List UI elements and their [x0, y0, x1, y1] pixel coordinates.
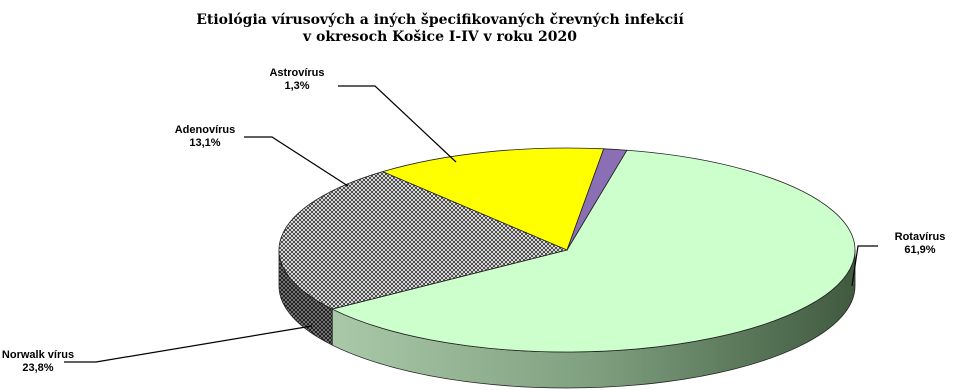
label-value-adenovirus: 13,1% [189, 137, 220, 149]
label-name-norwalk-virus: Norwalk vírus [2, 349, 74, 361]
chart-title: Etiológia vírusových a iných špecifikova… [60, 12, 820, 46]
pie-slice-adenovirus [381, 147, 605, 251]
chart-title-line-1: Etiológia vírusových a iných špecifikova… [196, 12, 684, 28]
label-value-astrovirus: 1,3% [284, 80, 309, 92]
label-name-rotavirus: Rotavírus [895, 231, 946, 243]
leader-line-adenovirus [244, 136, 349, 187]
leader-line-norwalk-virus [64, 325, 313, 363]
label-value-rotavirus: 61,9% [904, 244, 935, 256]
label-name-astrovirus: Astrovírus [269, 67, 324, 79]
leader-line-astrovirus [338, 85, 457, 163]
chart-title-line-2: v okresoch Košice I-IV v roku 2020 [303, 29, 577, 45]
pie-slice-rotavirus [331, 149, 856, 353]
pie-slice-astrovirus [566, 148, 628, 251]
pie-slice-norwalk-virus [278, 171, 569, 310]
label-name-adenovirus: Adenovírus [175, 124, 236, 136]
leader-line-rotavirus [851, 245, 878, 287]
label-value-norwalk-virus: 23,8% [22, 362, 53, 374]
